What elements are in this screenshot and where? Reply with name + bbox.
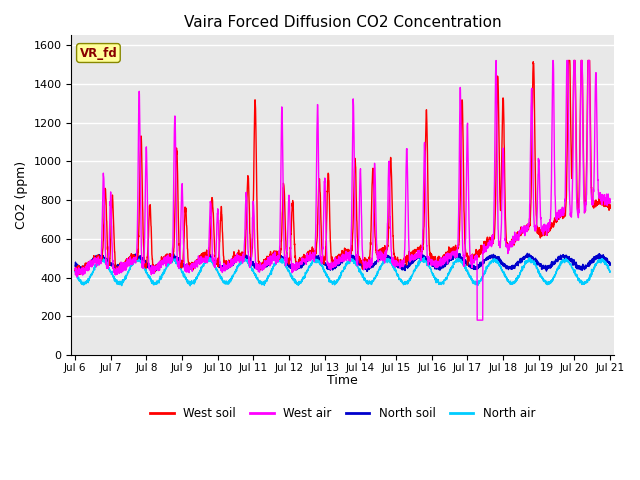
Legend: West soil, West air, North soil, North air: West soil, West air, North soil, North a… xyxy=(145,402,540,425)
X-axis label: Time: Time xyxy=(327,374,358,387)
Y-axis label: CO2 (ppm): CO2 (ppm) xyxy=(15,161,28,229)
Title: Vaira Forced Diffusion CO2 Concentration: Vaira Forced Diffusion CO2 Concentration xyxy=(184,15,501,30)
Text: VR_fd: VR_fd xyxy=(79,47,117,60)
